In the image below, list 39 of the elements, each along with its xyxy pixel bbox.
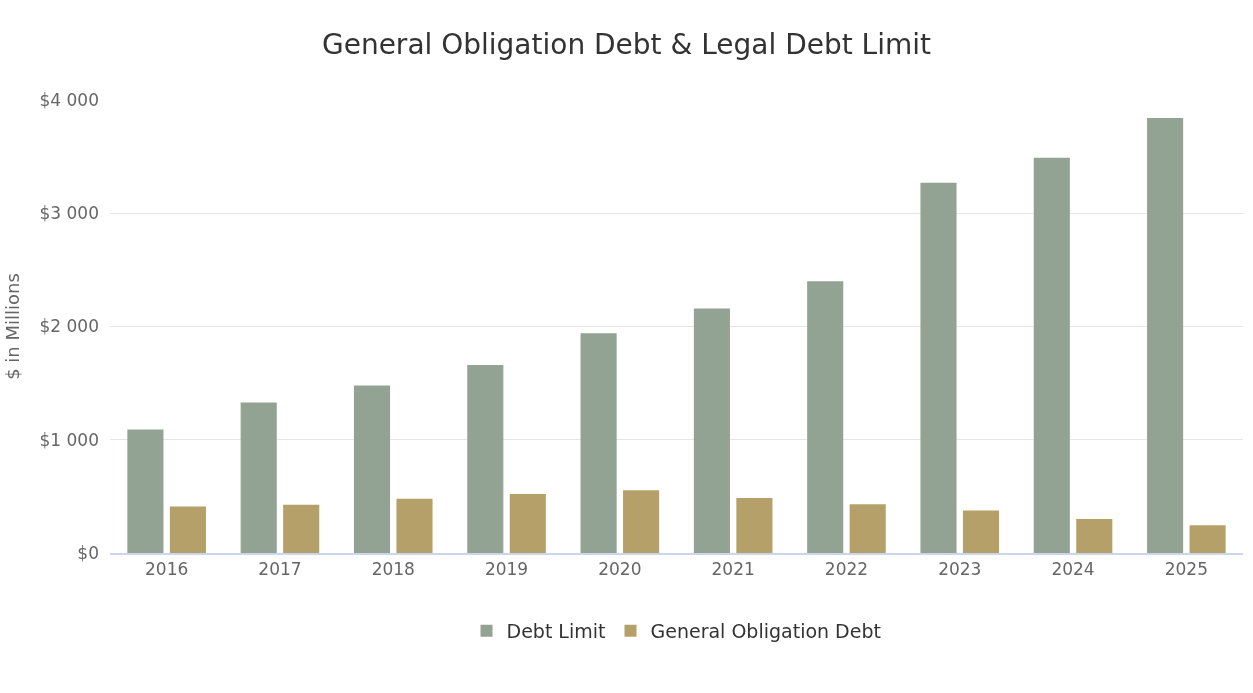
- legend-label: Debt Limit: [506, 620, 606, 643]
- bar: [353, 385, 391, 553]
- bar: [1033, 157, 1070, 553]
- bar: [1076, 519, 1113, 553]
- x-tick-label: 2024: [1051, 559, 1095, 580]
- bar: [396, 498, 433, 553]
- bar: [509, 494, 546, 553]
- x-tick-label: 2017: [258, 559, 302, 580]
- bar: [467, 365, 504, 553]
- x-tick-label: 2020: [598, 559, 642, 580]
- bar: [169, 506, 206, 553]
- bar: [240, 402, 277, 553]
- bar: [962, 510, 1000, 553]
- y-axis-title: $ in Millions: [1, 273, 23, 380]
- bar: [580, 333, 617, 553]
- bar: [623, 490, 660, 553]
- bar: [1189, 525, 1226, 553]
- x-tick-label: 2016: [145, 559, 189, 580]
- x-tick-label: 2021: [711, 559, 755, 580]
- x-tick-label: 2023: [938, 559, 982, 580]
- y-tick-label: $1 000: [39, 429, 99, 450]
- x-tick-label: 2018: [371, 559, 415, 580]
- bar: [736, 498, 773, 553]
- x-tick-label: 2019: [484, 559, 529, 580]
- bar: [693, 308, 730, 553]
- y-tick-label: $0: [77, 542, 99, 563]
- bar: [849, 504, 886, 553]
- chart-title: General Obligation Debt & Legal Debt Limit: [321, 28, 932, 62]
- bar: [1147, 118, 1184, 553]
- y-tick-label: $2 000: [39, 316, 99, 337]
- x-tick-label: 2025: [1164, 559, 1208, 580]
- y-tick-label: $3 000: [39, 203, 99, 224]
- bar: [127, 429, 164, 553]
- y-tick-label: $4 000: [39, 89, 99, 110]
- bar: [807, 281, 844, 553]
- x-tick-label: 2022: [824, 559, 869, 580]
- legend-label: General Obligation Debt: [650, 620, 881, 643]
- bar: [283, 504, 320, 553]
- bar: [920, 182, 957, 553]
